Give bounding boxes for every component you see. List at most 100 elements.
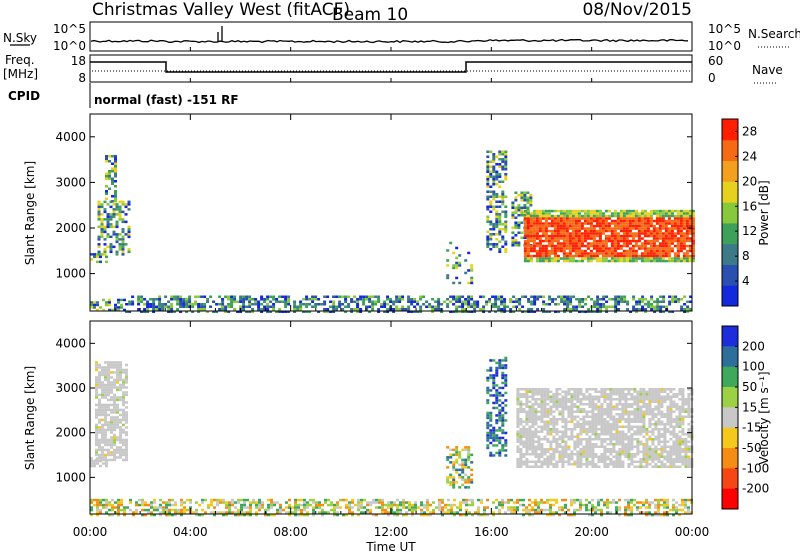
data-cell — [95, 411, 98, 414]
data-cell — [514, 199, 518, 202]
data-cell — [565, 252, 569, 255]
data-cell — [504, 248, 508, 251]
data-cell — [643, 222, 647, 225]
data-cell — [537, 506, 540, 509]
data-cell — [673, 234, 677, 238]
data-cell — [101, 381, 104, 384]
data-cell — [642, 501, 645, 504]
data-cell — [543, 415, 547, 418]
data-cell — [663, 435, 667, 438]
data-cell — [113, 398, 116, 402]
data-cell — [104, 373, 107, 377]
data-cell — [107, 361, 110, 364]
colorbar-swatch — [722, 264, 738, 286]
data-cell — [125, 368, 128, 372]
data-cell — [257, 303, 261, 306]
data-cell — [348, 506, 351, 509]
data-cell — [246, 498, 249, 502]
data-cell — [570, 498, 573, 502]
data-cell — [477, 506, 480, 509]
data-cell — [628, 224, 632, 228]
data-cell — [613, 237, 617, 240]
data-cell — [511, 236, 515, 239]
data-cell — [595, 232, 599, 235]
data-cell — [470, 478, 474, 482]
data-cell — [621, 453, 625, 456]
data-cell — [113, 416, 116, 419]
data-cell — [622, 219, 626, 223]
data-cell — [649, 244, 653, 248]
data-cell — [624, 398, 628, 401]
data-cell — [624, 508, 627, 512]
data-cell — [125, 373, 128, 377]
data-cell — [186, 508, 189, 512]
data-cell — [675, 433, 679, 436]
data-cell — [538, 244, 542, 248]
data-cell — [628, 227, 632, 230]
data-cell — [504, 444, 508, 447]
data-cell — [470, 276, 474, 280]
data-cell — [532, 224, 536, 228]
data-cell — [113, 401, 116, 404]
data-cell — [577, 214, 581, 218]
data-cell — [664, 252, 668, 255]
data-cell — [116, 373, 119, 377]
data-cell — [550, 234, 554, 238]
data-cell — [541, 222, 545, 225]
data-cell — [669, 420, 673, 423]
data-cell — [570, 403, 574, 406]
data-cell — [570, 393, 574, 396]
data-cell — [618, 390, 622, 393]
data-cell — [540, 450, 544, 453]
data-cell — [605, 310, 609, 313]
data-cell — [602, 303, 606, 306]
data-cell — [538, 237, 542, 240]
data-cell — [119, 413, 122, 417]
data-cell — [628, 222, 632, 225]
data-cell — [558, 430, 562, 433]
data-cell — [170, 310, 174, 313]
data-cell — [600, 423, 604, 426]
data-cell — [360, 511, 363, 514]
data-cell — [555, 498, 558, 502]
data-cell — [555, 448, 559, 451]
data-cell — [635, 310, 639, 313]
data-cell — [426, 501, 429, 504]
data-cell — [630, 438, 634, 441]
data-cell — [101, 453, 104, 457]
data-cell — [553, 217, 557, 220]
data-cell — [480, 498, 483, 502]
data-cell — [567, 405, 571, 408]
data-cell — [438, 503, 441, 507]
data-cell — [501, 394, 505, 397]
data-cell — [600, 511, 603, 514]
data-cell — [603, 453, 607, 456]
data-cell — [195, 511, 198, 514]
data-cell — [542, 310, 546, 313]
data-cell — [240, 498, 243, 502]
data-cell — [534, 498, 537, 502]
data-cell — [489, 185, 493, 188]
data-cell — [648, 420, 652, 423]
data-cell — [585, 415, 589, 418]
data-cell — [520, 236, 524, 239]
data-cell — [284, 298, 288, 301]
data-cell — [637, 244, 641, 248]
data-cell — [663, 398, 667, 401]
data-cell — [654, 503, 657, 507]
data-cell — [661, 254, 665, 258]
data-cell — [566, 308, 570, 311]
data-cell — [519, 498, 522, 502]
data-cell — [664, 222, 668, 225]
data-cell — [359, 308, 363, 311]
data-cell — [440, 310, 444, 313]
data-cell — [420, 513, 423, 517]
data-cell — [582, 415, 586, 418]
data-cell — [553, 229, 557, 233]
data-cell — [598, 209, 602, 213]
data-cell — [489, 394, 493, 397]
data-cell — [109, 218, 113, 221]
data-cell — [549, 445, 553, 448]
data-cell — [525, 388, 529, 391]
data-cell — [561, 453, 565, 456]
